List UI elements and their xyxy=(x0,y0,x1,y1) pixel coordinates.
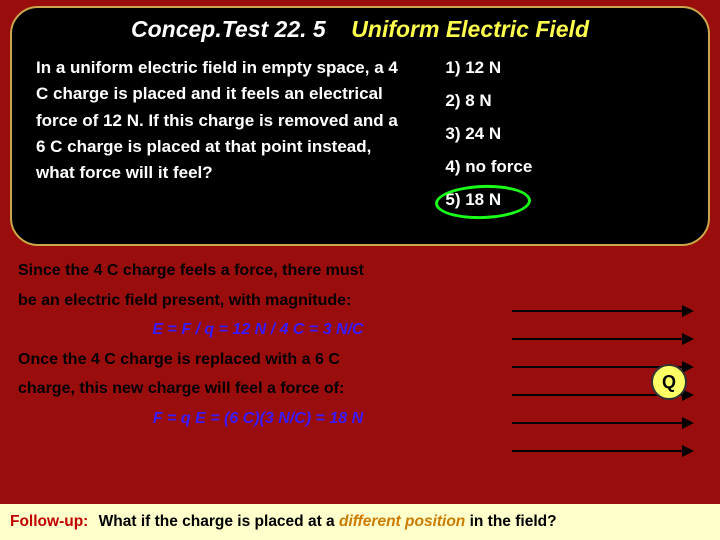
equation-2: F = q E = (6 C)(3 N/C) = 18 N xyxy=(18,404,498,434)
answer-list: 1) 12 N 2) 8 N 3) 24 N 4) no force 5) 18… xyxy=(439,55,684,210)
followup-bar: Follow-up: What if the charge is placed … xyxy=(0,504,720,540)
explain-line-4: charge, this new charge will feel a forc… xyxy=(18,374,498,404)
explain-line-3: Once the 4 C charge is replaced with a 6… xyxy=(18,345,498,375)
top-content: In a uniform electric field in empty spa… xyxy=(36,55,684,210)
field-arrow-icon xyxy=(512,450,692,452)
field-arrow-icon xyxy=(512,338,692,340)
followup-pre: What if the charge is placed at a xyxy=(99,513,335,531)
charge-icon: Q xyxy=(651,364,687,400)
answer-1: 1) 12 N xyxy=(439,57,684,78)
explain-line-2: be an electric field present, with magni… xyxy=(18,286,498,316)
question-text: In a uniform electric field in empty spa… xyxy=(36,55,409,210)
answer-4: 4) no force xyxy=(439,156,684,177)
followup-emphasis: different position xyxy=(339,513,465,531)
followup-label: Follow-up: xyxy=(10,513,88,531)
question-panel: Concep.Test 22. 5 Uniform Electric Field… xyxy=(10,6,710,246)
title-right: Uniform Electric Field xyxy=(351,16,589,42)
equation-1: E = F / q = 12 N / 4 C = 3 N/C xyxy=(18,315,498,345)
slide-title: Concep.Test 22. 5 Uniform Electric Field xyxy=(36,16,684,43)
field-arrow-icon xyxy=(512,310,692,312)
answer-5-correct: 5) 18 N xyxy=(439,189,684,210)
explanation-block: Since the 4 C charge feels a force, ther… xyxy=(18,256,498,434)
answer-2: 2) 8 N xyxy=(439,90,684,111)
field-arrow-icon xyxy=(512,422,692,424)
field-diagram: Q xyxy=(512,302,702,462)
title-left: Concep.Test 22. 5 xyxy=(131,16,326,42)
followup-post: in the field? xyxy=(470,513,557,531)
answer-3: 3) 24 N xyxy=(439,123,684,144)
charge-label: Q xyxy=(662,372,676,393)
explain-line-1: Since the 4 C charge feels a force, ther… xyxy=(18,256,498,286)
